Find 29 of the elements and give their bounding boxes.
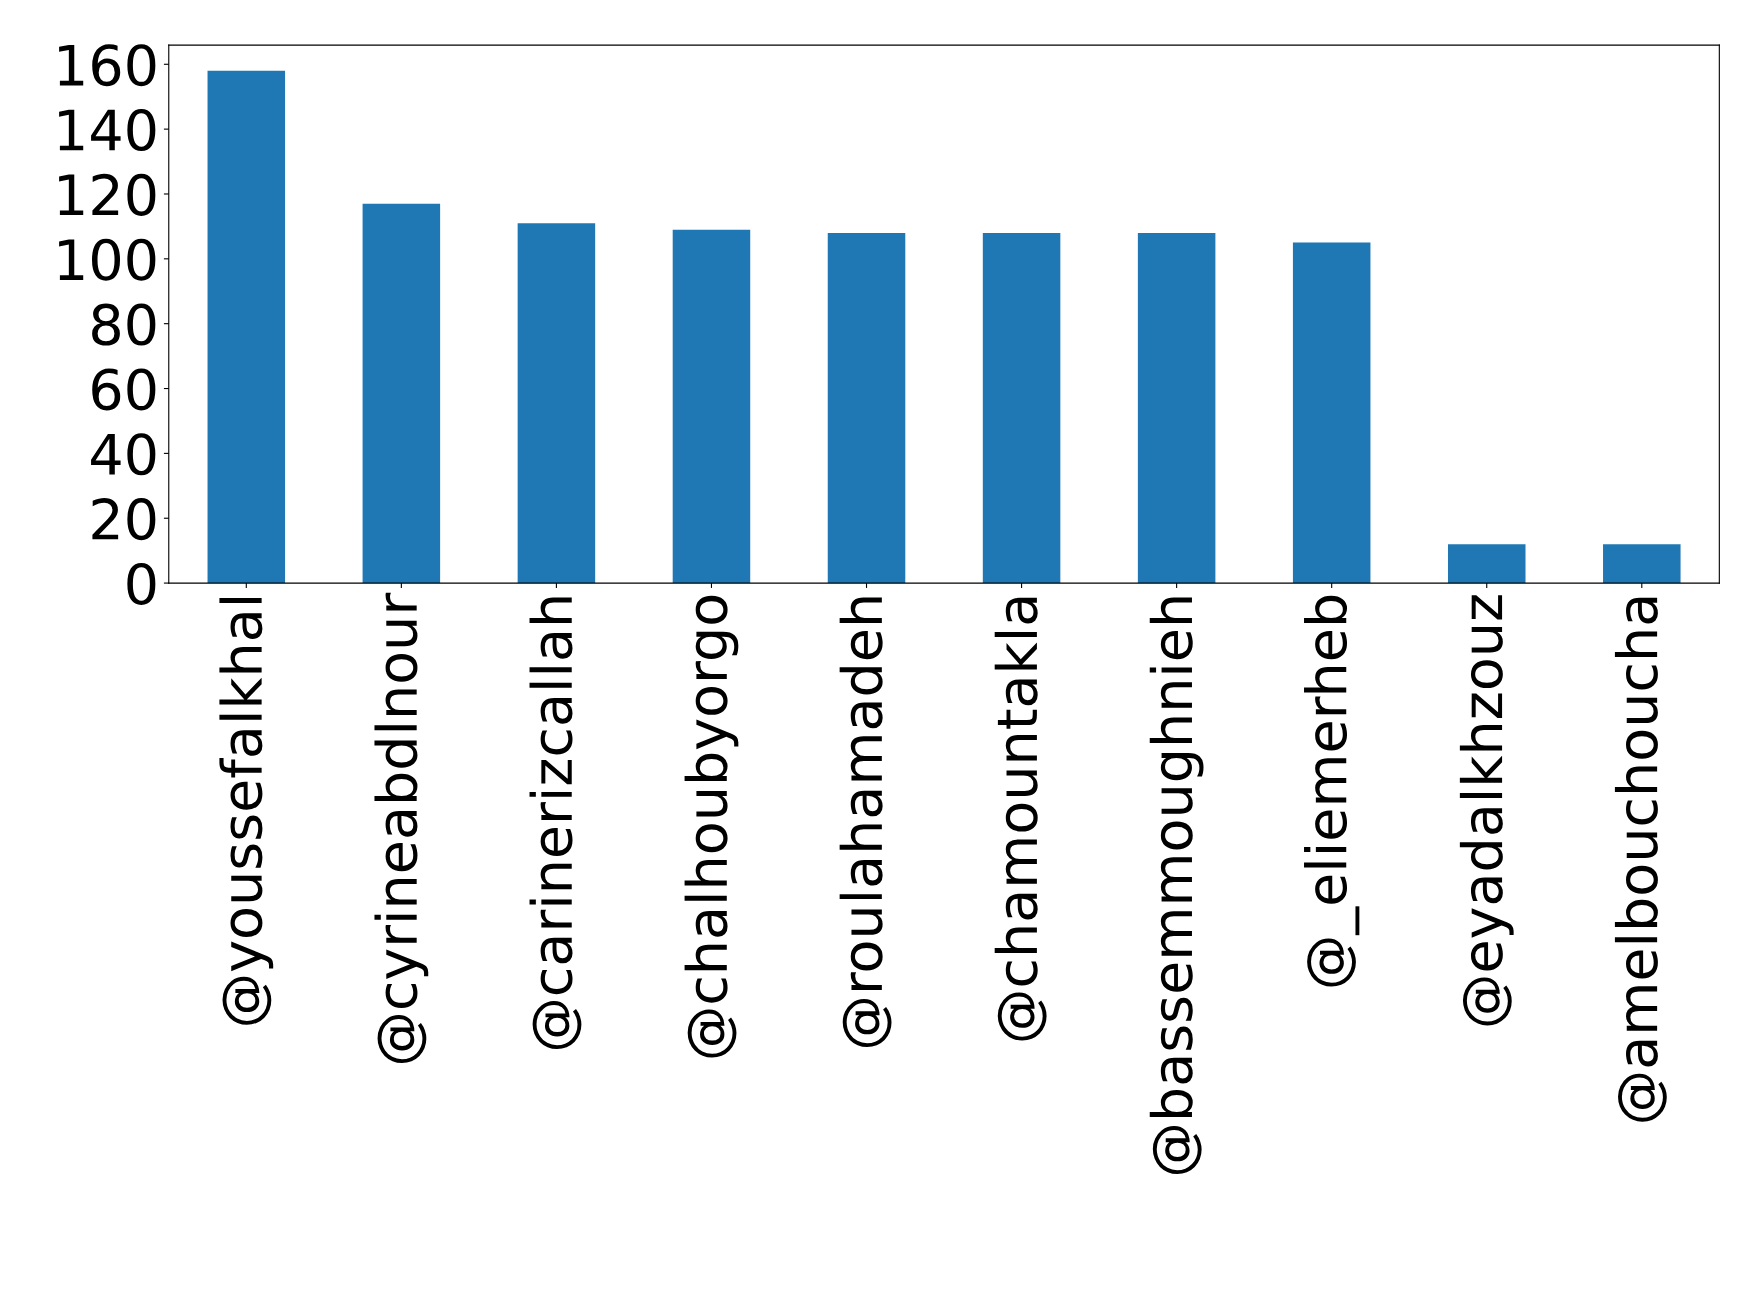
x-tick-label: @chamountakla	[994, 597, 1047, 1041]
x-tick-label: @carinerizcallah	[529, 597, 582, 1050]
bar	[1447, 544, 1526, 584]
y-tick-label: 80	[92, 303, 156, 346]
x-tick-label: @amelbouchoucha	[1614, 597, 1667, 1122]
y-tick-label: 160	[59, 44, 156, 87]
y-tick-label: 40	[91, 433, 156, 476]
x-tick-label: @eyadalkhzouz	[1459, 595, 1514, 1026]
x-tick-label: @youssefalkhal	[219, 598, 274, 1025]
x-tick-label: @_eliemerheb	[1304, 595, 1360, 987]
bar	[672, 229, 751, 584]
bar	[1292, 242, 1371, 584]
bar	[827, 232, 906, 584]
bar	[1603, 544, 1681, 584]
y-tick-label: 0	[127, 562, 156, 605]
x-tick-label: @chalhoubyorgo	[684, 595, 739, 1058]
x-tick-label: @bassemmoughnieh	[1149, 597, 1204, 1175]
x-tick-label: @roulahamadeh	[839, 597, 892, 1048]
bar	[362, 203, 441, 584]
x-tick-label: @cyrineabdlnour	[374, 592, 429, 1064]
y-tick-label: 140	[59, 109, 156, 152]
bar	[1137, 232, 1216, 584]
y-tick-label: 60	[92, 368, 156, 411]
y-tick-label: 100	[59, 238, 156, 281]
y-tick-label: 120	[59, 173, 156, 216]
bar	[982, 232, 1061, 584]
y-tick-label: 20	[92, 498, 156, 541]
bar	[207, 70, 286, 584]
bar	[517, 223, 596, 584]
